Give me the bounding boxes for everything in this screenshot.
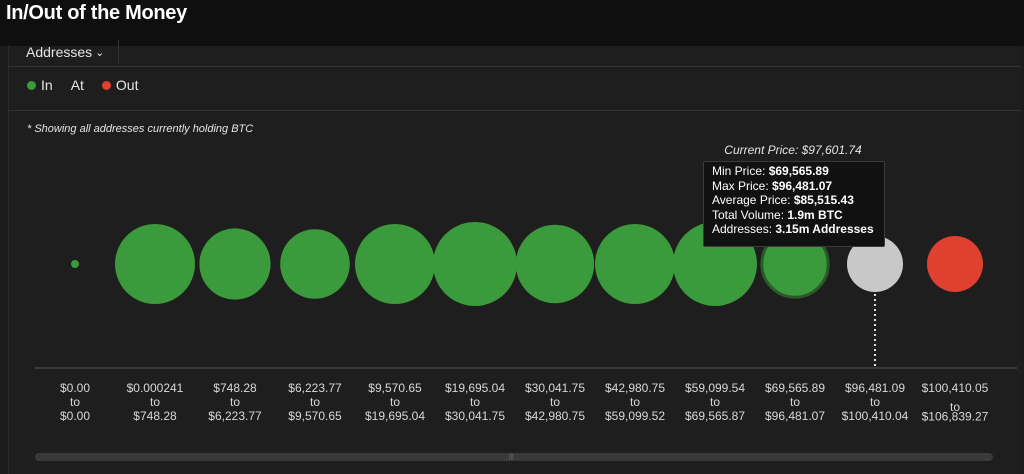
legend-item-out[interactable]: Out [101, 77, 139, 93]
bucket-label-8-1: to [710, 395, 720, 409]
tooltip-vol-value: 1.9m BTC [787, 207, 843, 222]
bucket-label-1-2: $748.28 [133, 409, 177, 423]
bucket-label-2-0: $748.28 [213, 381, 257, 395]
bucket-label-3-2: $9,570.65 [288, 409, 342, 423]
tooltip-max-label: Max Price: [712, 178, 773, 193]
chart-toolbar: Addresses ⌄ [9, 40, 1021, 67]
tooltip-avg-value: $85,515.43 [793, 193, 854, 207]
page-title: In/Out of the Money [6, 2, 187, 24]
bucket-label-11-3: $106,839.27 [922, 410, 989, 424]
bubble-5[interactable] [433, 222, 517, 306]
bucket-label-11-2: to [950, 400, 960, 414]
current-price-label: Current Price: $97,601.74 [724, 143, 862, 157]
bucket-tooltip: Min Price: $69,565.89 Max Price: $96,481… [703, 161, 885, 247]
bucket-label-0-2: $0.00 [60, 409, 90, 423]
legend-out-label: Out [115, 77, 139, 93]
bucket-label-1-0: $0.000241 [127, 381, 184, 395]
bubble-10[interactable] [847, 236, 903, 292]
bucket-label-6-1: to [550, 395, 560, 409]
bubble-2[interactable] [199, 228, 271, 300]
bucket-label-11-0: $100,410.05 [922, 381, 989, 395]
bucket-label-5-2: $30,041.75 [445, 409, 505, 423]
legend: In At Out [27, 77, 157, 93]
bucket-label-8-0: $59,099.54 [685, 381, 745, 395]
bucket-label-10-0: $96,481.09 [845, 381, 905, 395]
horizontal-scrollbar[interactable]: ||| [35, 453, 993, 461]
bucket-label-9-2: $96,481.07 [765, 409, 825, 423]
tooltip-vol-label: Total Volume: [712, 207, 788, 222]
tooltip-avg-label: Average Price: [712, 193, 794, 207]
bucket-label-5-0: $19,695.04 [445, 381, 505, 395]
legend-item-at[interactable]: At [71, 77, 84, 93]
bubble-6[interactable] [515, 224, 595, 304]
tooltip-vol-row: Total Volume: 1.9m BTC [712, 208, 876, 223]
bucket-label-10-1: to [870, 395, 880, 409]
legend-in-label: In [41, 77, 53, 93]
tooltip-min-label: Min Price: [712, 164, 769, 178]
tooltip-min-row: Min Price: $69,565.89 [712, 164, 876, 179]
tooltip-avg-row: Average Price: $85,515.43 [712, 193, 876, 208]
bubble-4[interactable] [355, 224, 435, 304]
bucket-label-8-2: $69,565.87 [685, 409, 745, 423]
tooltip-min-value: $69,565.89 [768, 164, 829, 178]
legend-at-label: At [70, 77, 84, 93]
tooltip-addr-row: Addresses: 3.15m Addresses [712, 222, 876, 237]
metric-dropdown-label: Addresses [26, 44, 93, 60]
bucket-label-3-1: to [310, 395, 320, 409]
chart-panel: Addresses ⌄ In At Out * Showing all addr… [8, 40, 1021, 474]
bubble-7[interactable] [595, 224, 675, 304]
scrollbar-grip-icon: ||| [509, 454, 514, 460]
bucket-label-9-0: $69,565.89 [765, 381, 825, 395]
tooltip-addr-label: Addresses: [712, 222, 776, 236]
bucket-label-4-2: $19,695.04 [365, 409, 425, 423]
bucket-label-2-2: $6,223.77 [208, 409, 262, 423]
bucket-label-9-1: to [790, 395, 800, 409]
bucket-label-6-0: $30,041.75 [525, 381, 585, 395]
tooltip-max-row: Max Price: $96,481.07 [712, 179, 876, 194]
bucket-label-4-0: $9,570.65 [368, 381, 422, 395]
bubble-11[interactable] [927, 236, 983, 292]
title-bar: In/Out of the Money [0, 0, 1024, 46]
bucket-label-5-1: to [470, 395, 480, 409]
bucket-label-1-1: to [150, 395, 160, 409]
tooltip-addr-value: 3.15m Addresses [775, 222, 874, 236]
bucket-label-2-1: to [230, 395, 240, 409]
bucket-label-6-2: $42,980.75 [525, 409, 585, 423]
bucket-label-7-1: to [630, 395, 640, 409]
bubble-chart: $0.00to$0.00$0.000241to$748.28$748.28to$… [35, 143, 1017, 424]
legend-out-swatch [101, 80, 111, 90]
legend-item-in[interactable]: In [27, 77, 53, 93]
bucket-label-10-2: $100,410.04 [842, 409, 909, 423]
legend-in-swatch [27, 80, 36, 90]
bucket-label-7-2: $59,099.52 [605, 409, 665, 423]
bucket-label-0-1: to [70, 395, 80, 409]
bucket-label-0-0: $0.00 [60, 381, 90, 395]
metric-dropdown[interactable]: Addresses ⌄ [26, 40, 120, 64]
chevron-down-icon: ⌄ [95, 46, 105, 59]
legend-divider [9, 110, 1021, 111]
tooltip-max-value: $96,481.07 [772, 178, 833, 193]
bubble-3[interactable] [280, 229, 350, 299]
bucket-label-3-0: $6,223.77 [288, 381, 342, 395]
bucket-label-4-1: to [390, 395, 400, 409]
holding-note: * Showing all addresses currently holdin… [27, 123, 254, 135]
bubble-0[interactable] [71, 260, 79, 268]
bubble-1[interactable] [115, 224, 195, 304]
bucket-label-7-0: $42,980.75 [605, 381, 665, 395]
